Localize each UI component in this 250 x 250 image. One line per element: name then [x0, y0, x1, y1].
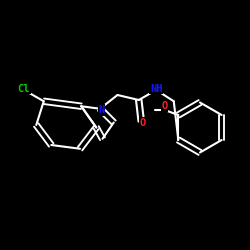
Text: O: O: [162, 101, 168, 111]
Text: N: N: [98, 105, 104, 115]
Text: Cl: Cl: [18, 84, 30, 94]
Text: NH: NH: [150, 84, 162, 94]
Text: O: O: [140, 118, 145, 128]
